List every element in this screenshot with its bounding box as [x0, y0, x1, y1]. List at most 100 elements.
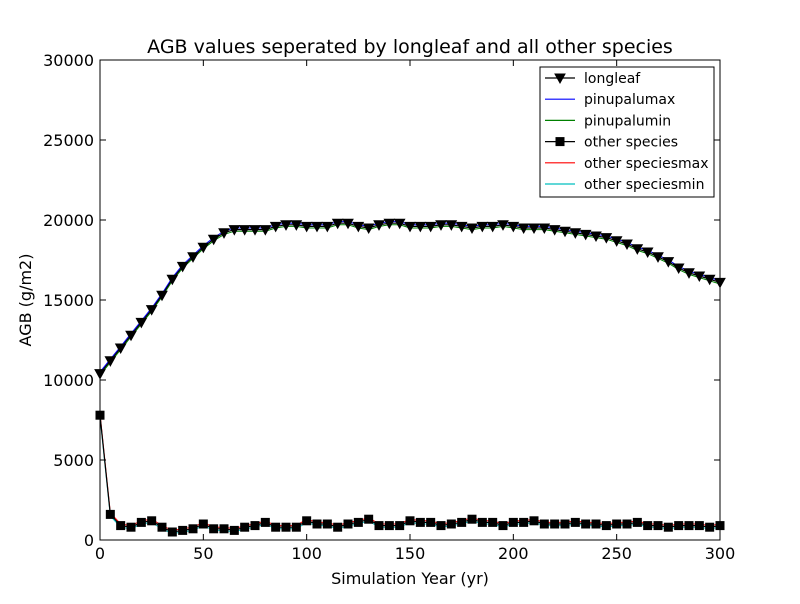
series-markers-other-species	[95, 410, 725, 537]
data-point-longleaf	[486, 221, 499, 233]
data-point-other-species	[663, 522, 673, 532]
data-point-other-species	[395, 521, 405, 531]
data-point-longleaf	[455, 221, 468, 233]
data-point-other-species	[581, 519, 591, 529]
data-point-longleaf	[321, 221, 334, 233]
data-point-longleaf	[517, 223, 530, 235]
data-point-longleaf	[290, 220, 303, 231]
data-point-longleaf	[590, 231, 602, 243]
data-point-other-species	[333, 522, 343, 532]
data-point-longleaf	[641, 247, 654, 259]
y-axis-title: AGB (g/m2)	[16, 254, 35, 347]
x-axis-title: Simulation Year (yr)	[331, 569, 489, 588]
data-point-longleaf	[104, 356, 117, 367]
data-point-other-species	[291, 522, 301, 532]
data-point-longleaf	[693, 271, 706, 283]
legend-label: pinupalumax	[584, 92, 675, 108]
x-tick-label: 200	[498, 544, 529, 563]
data-point-other-species	[622, 519, 632, 529]
data-point-other-species	[364, 514, 374, 524]
data-point-longleaf	[352, 221, 365, 233]
data-point-longleaf	[600, 233, 613, 244]
legend-label: longleaf	[584, 71, 641, 87]
data-point-other-species	[539, 519, 549, 529]
x-tick-label: 150	[395, 544, 426, 563]
data-point-longleaf	[497, 220, 509, 231]
data-point-other-species	[271, 522, 281, 532]
data-point-other-species	[384, 521, 394, 531]
data-point-other-species	[188, 524, 198, 534]
data-point-longleaf	[466, 223, 478, 235]
data-point-other-species	[508, 517, 518, 527]
data-point-other-species	[167, 527, 177, 537]
data-point-longleaf	[621, 239, 633, 251]
data-point-longleaf	[631, 244, 644, 255]
data-point-other-species	[446, 519, 456, 529]
data-point-other-species	[198, 519, 208, 529]
data-point-longleaf	[383, 218, 396, 230]
data-point-other-species	[178, 525, 188, 535]
data-point-longleaf	[207, 234, 220, 246]
y-tick-label: 25000	[43, 131, 94, 150]
data-point-other-species	[632, 517, 642, 527]
data-point-other-species	[550, 519, 560, 529]
data-point-longleaf	[414, 221, 427, 233]
data-point-longleaf	[404, 221, 416, 233]
data-point-longleaf	[424, 221, 437, 233]
data-point-longleaf	[218, 228, 230, 239]
data-point-longleaf	[197, 242, 210, 254]
data-point-other-species	[219, 524, 229, 534]
data-point-other-species	[601, 521, 611, 531]
legend-marker	[555, 137, 565, 147]
data-point-longleaf	[610, 236, 623, 247]
data-point-other-species	[209, 524, 219, 534]
data-point-longleaf	[238, 225, 251, 236]
data-point-other-species	[147, 516, 157, 526]
data-point-longleaf	[538, 223, 551, 235]
data-point-other-species	[467, 514, 477, 524]
data-point-longleaf	[445, 220, 458, 231]
data-point-other-species	[529, 516, 539, 526]
y-tick-label: 20000	[43, 211, 94, 230]
data-point-longleaf	[548, 225, 561, 236]
data-point-other-species	[353, 517, 363, 527]
legend-box	[539, 66, 715, 198]
data-point-other-species	[426, 517, 436, 527]
legend-label: other speciesmin	[584, 177, 704, 193]
data-point-longleaf	[228, 225, 241, 236]
data-point-other-species	[260, 517, 270, 527]
data-point-other-species	[436, 521, 446, 531]
data-point-longleaf	[249, 225, 261, 236]
data-point-other-species	[684, 521, 694, 531]
plot-area	[94, 218, 726, 537]
data-point-other-species	[653, 521, 663, 531]
legend-item-other-speciesmin: other speciesmin	[545, 177, 704, 193]
data-point-longleaf	[652, 252, 664, 263]
data-point-other-species	[312, 519, 322, 529]
legend-label: pinupalumin	[584, 113, 671, 129]
data-point-other-species	[374, 521, 384, 531]
data-point-other-species	[126, 522, 136, 532]
y-tick-label: 0	[84, 531, 94, 550]
data-point-longleaf	[703, 274, 716, 286]
data-point-longleaf	[528, 223, 540, 235]
data-point-longleaf	[187, 252, 199, 263]
y-tick-label: 30000	[43, 51, 94, 70]
data-point-longleaf	[435, 220, 447, 231]
series-line-other-species	[99, 415, 721, 533]
data-point-other-species	[240, 522, 250, 532]
data-point-longleaf	[507, 221, 520, 233]
data-point-longleaf	[476, 221, 489, 233]
data-point-longleaf	[280, 220, 292, 231]
data-point-other-species	[157, 522, 167, 532]
data-point-other-species	[498, 521, 508, 531]
data-point-other-species	[674, 521, 684, 531]
data-point-other-species	[591, 519, 601, 529]
data-point-longleaf	[176, 261, 189, 273]
data-point-longleaf	[145, 305, 158, 316]
data-point-longleaf	[125, 330, 137, 342]
data-point-other-species	[281, 522, 291, 532]
data-point-longleaf	[300, 221, 313, 233]
data-point-longleaf	[362, 223, 375, 235]
